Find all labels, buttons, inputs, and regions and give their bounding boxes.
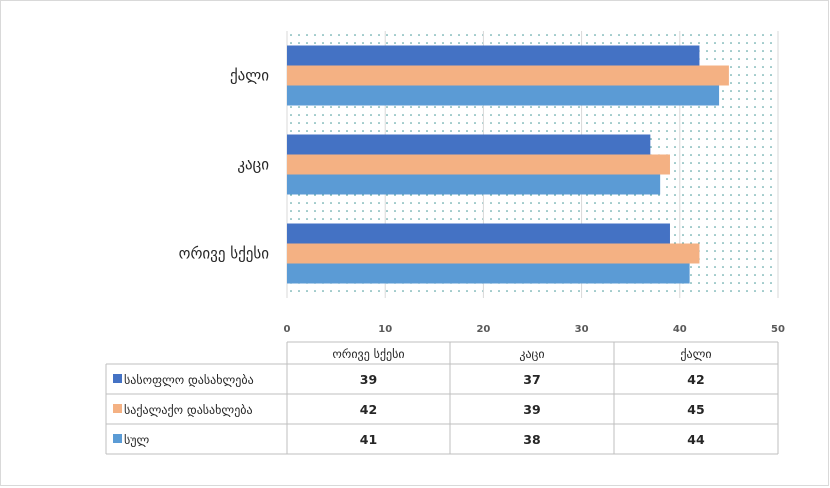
legend-key [113, 434, 122, 443]
table-cell: 39 [523, 402, 540, 417]
category-label: ორივე სქესი [179, 245, 270, 263]
bar-2-2 [287, 154, 670, 175]
x-tick-labels: 0 10 20 30 40 50 [284, 324, 785, 335]
bar-2-1 [287, 243, 700, 264]
x-tick-label: 10 [378, 324, 392, 335]
x-tick-label: 40 [673, 324, 687, 335]
x-tick-label: 30 [575, 324, 589, 335]
table-cell: 42 [360, 402, 377, 417]
table-cell: 44 [687, 432, 705, 447]
category-label: კაცი [237, 156, 269, 174]
series-name: საქალაქო დასახლება [124, 403, 253, 417]
table-cell: 39 [360, 372, 377, 387]
bars [287, 45, 729, 284]
x-tick-label: 20 [476, 324, 490, 335]
bar-1-2 [287, 134, 651, 155]
x-tick-label: 50 [771, 324, 785, 335]
x-tick-label: 0 [284, 324, 291, 335]
table-header: კაცი [519, 347, 544, 361]
bar-3-3 [287, 85, 720, 106]
table-header: ორივე სქესი [332, 347, 404, 361]
table-header: ქალი [680, 347, 711, 361]
table-cell: 38 [523, 432, 540, 447]
category-labels: ორივე სქესი კაცი ქალი [179, 67, 270, 263]
legend-key [113, 404, 122, 413]
table-cell: 42 [687, 372, 704, 387]
series-name: სულ [124, 433, 150, 447]
data-table: ორივე სქესი კაცი ქალი სასოფლო დასახლება 39 37… [105, 341, 779, 455]
bar-3-2 [287, 174, 661, 195]
bar-3-1 [287, 263, 690, 284]
table-cell: 41 [360, 432, 377, 447]
bar-2-3 [287, 65, 729, 86]
table-cell: 37 [523, 372, 540, 387]
table-cell: 45 [687, 402, 704, 417]
legend-key [113, 374, 122, 383]
series-name: სასოფლო დასახლება [124, 373, 254, 387]
bar-1-1 [287, 223, 670, 244]
bar-1-3 [287, 45, 700, 66]
category-label: ქალი [230, 67, 269, 85]
